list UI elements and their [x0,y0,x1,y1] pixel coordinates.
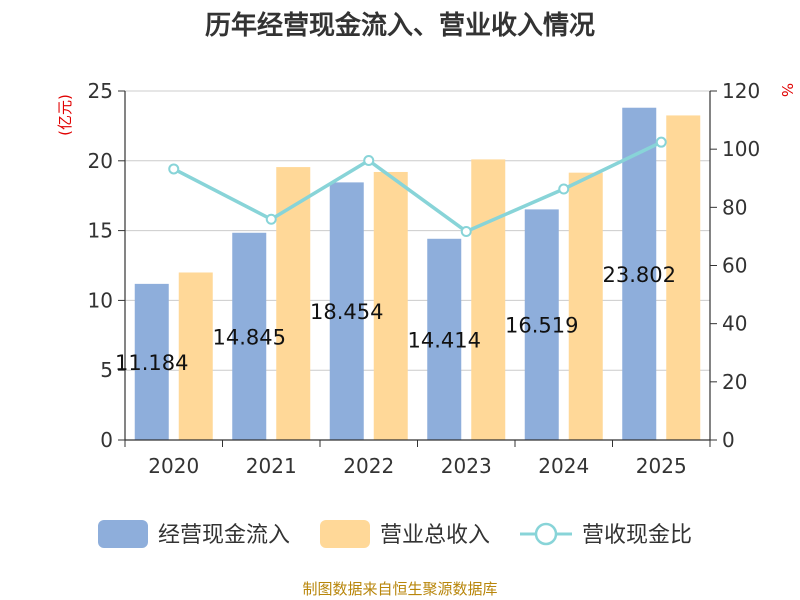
bar-cash-inflow [232,232,267,440]
left-axis-unit: (亿元) [56,94,74,136]
legend: 经营现金流入 营业总收入 营收现金比 [98,520,692,548]
ratio-point [655,136,667,148]
left-tick-label: 15 [88,219,113,243]
left-tick-label: 0 [100,428,113,452]
legend-label-revenue: 营业总收入 [380,523,490,548]
left-tick-label: 20 [88,149,113,173]
right-tick-label: 0 [722,428,735,452]
bar-cash-inflow [524,209,559,440]
right-tick-label: 80 [722,195,747,219]
x-tick-label: 2024 [538,454,589,478]
bar-revenue [178,272,213,440]
left-tick-label: 5 [100,358,113,382]
x-tick-label: 2022 [343,454,394,478]
data-label: 18.454 [310,300,383,324]
left-tick-label: 10 [88,288,113,312]
ratio-point [558,183,570,195]
x-tick-label: 2021 [246,454,297,478]
ratio-point [265,213,277,225]
legend-marker-ratio [534,522,558,546]
data-label: 23.802 [603,263,676,287]
legend-swatch-cash-inflow [98,520,148,548]
legend-swatch-revenue [320,520,370,548]
x-tick-label: 2025 [636,454,687,478]
ratio-line-path [172,140,663,234]
right-axis-unit: % [778,83,796,97]
bar-cash-inflow [622,107,657,440]
data-labels: 11.184 14.845 18.454 14.414 16.519 23.802 [115,263,676,375]
grid [125,90,710,371]
ratio-point [460,225,472,237]
bar-cash-inflow [427,238,462,440]
left-tick-label: 25 [88,79,113,103]
bar-cash-inflow [329,182,364,441]
data-label: 14.414 [408,328,481,352]
right-tick-label: 100 [722,137,760,161]
chart-title: 历年经营现金流入、营业收入情况 [205,10,595,41]
right-tick-label: 120 [722,79,760,103]
bars [134,107,701,441]
bar-revenue [471,159,506,441]
right-tick-label: 60 [722,254,747,278]
x-tick-label: 2023 [441,454,492,478]
legend-label-ratio: 营收现金比 [582,523,692,548]
data-label: 14.845 [213,325,286,349]
source-note: 制图数据来自恒生聚源数据库 [302,580,497,598]
ratio-point [363,155,375,167]
bar-revenue [373,171,408,440]
ratio-line [168,136,667,237]
bar-revenue [568,172,603,440]
right-tick-label: 20 [722,370,747,394]
legend-label-cash-inflow: 经营现金流入 [158,523,290,548]
ratio-point [168,163,180,175]
bar-revenue [666,115,701,441]
x-tick-label: 2020 [148,454,199,478]
data-label: 16.519 [505,314,578,338]
data-label: 11.184 [115,351,188,375]
bar-cash-inflow [134,283,169,440]
right-tick-label: 40 [722,312,747,336]
